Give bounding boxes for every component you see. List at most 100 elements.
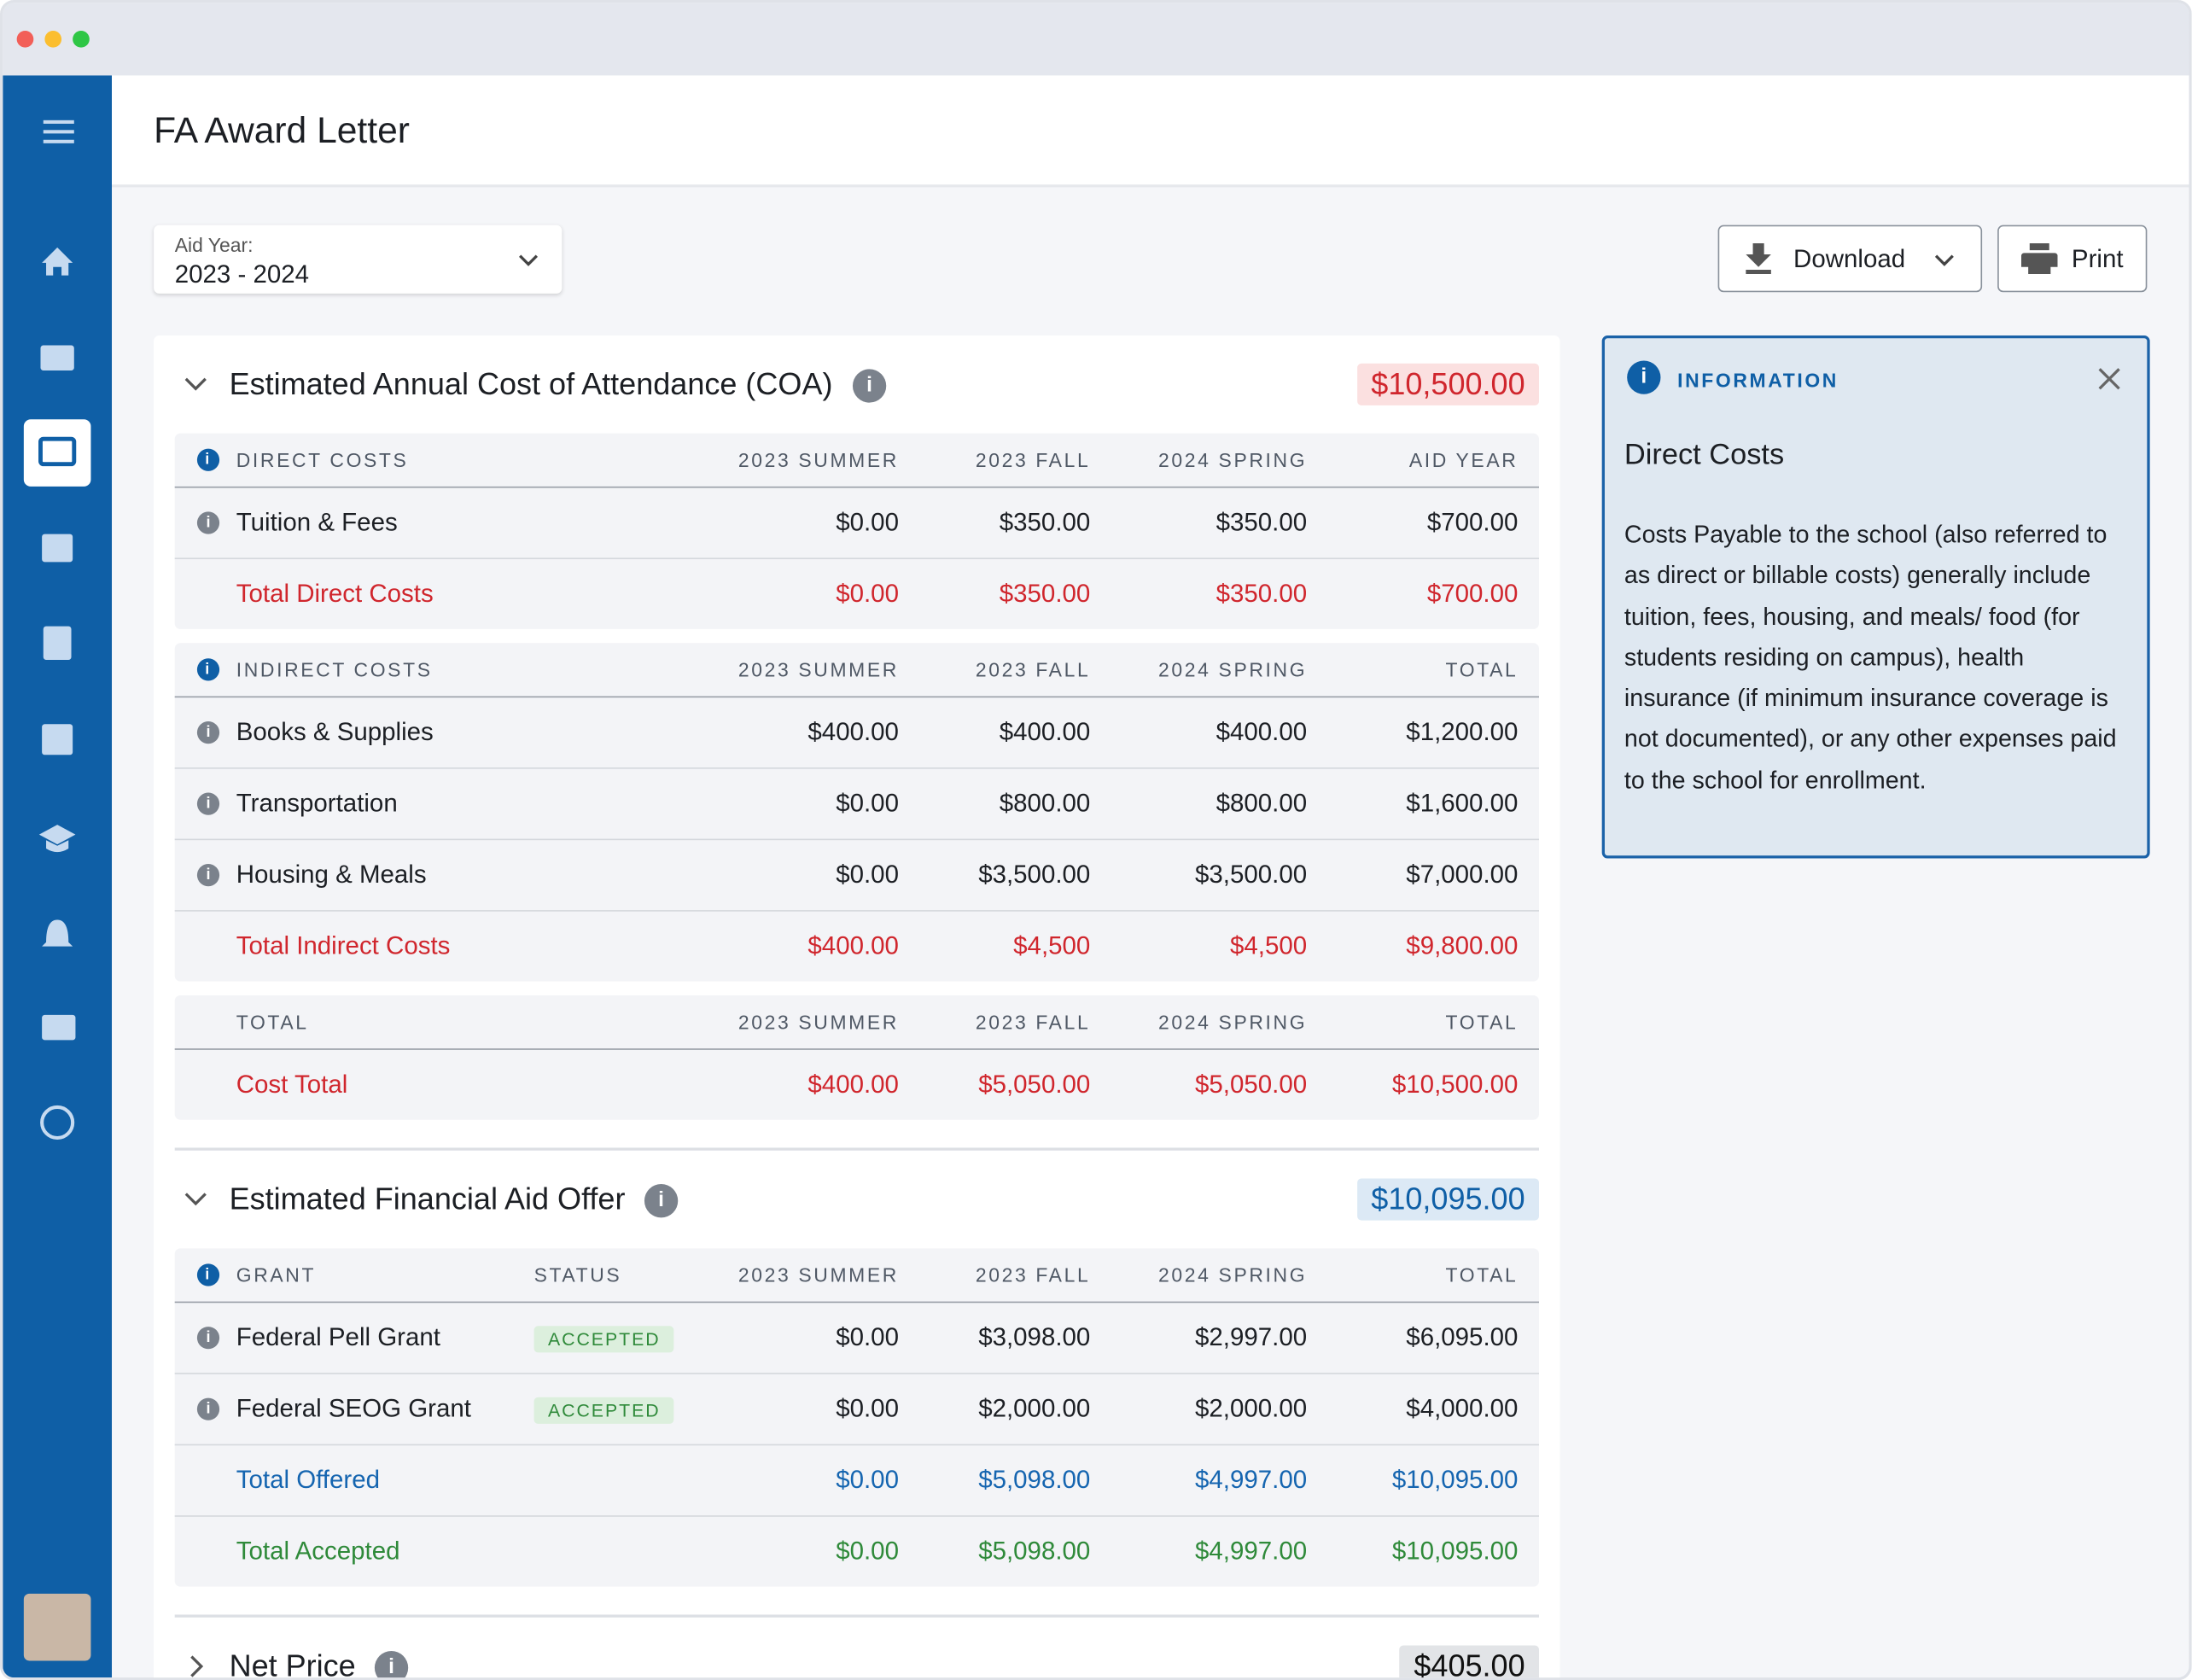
book-icon[interactable] [40, 345, 74, 370]
info-icon[interactable]: i [196, 1397, 220, 1420]
row-label: Federal SEOG Grant [236, 1394, 471, 1423]
toggle-chevron[interactable] [184, 1654, 208, 1678]
row-label: Federal Pell Grant [236, 1322, 440, 1351]
info-icon[interactable]: i [196, 1327, 220, 1350]
table-header: i GRANT STATUS 2023 SUMMER 2023 FALL 2024 SPR… [174, 1248, 1539, 1304]
home-icon[interactable] [42, 247, 73, 276]
row-value: $0.00 [836, 1322, 899, 1351]
total-value: $400.00 [807, 1070, 899, 1099]
calendar-icon[interactable] [42, 534, 73, 563]
total-value: $5,098.00 [978, 1537, 1091, 1566]
menu-icon[interactable] [43, 120, 74, 124]
table-row: i Transportation $0.00 $800.00 $800.00 $1,600… [174, 767, 1539, 839]
info-body: Costs Payable to the school (also referr… [1624, 520, 2117, 794]
status-cell: ACCEPTED [533, 1395, 674, 1424]
info-icon[interactable]: i [196, 792, 220, 815]
info-icon[interactable]: i [196, 511, 220, 534]
row-value: $2,997.00 [1195, 1322, 1308, 1351]
table-header: i DIRECT COSTS 2023 SUMMER 2023 FALL 2024 SP… [174, 434, 1539, 488]
total-value: $5,050.00 [1195, 1070, 1308, 1099]
info-title: Direct Costs [1624, 439, 1785, 471]
column-value: 2024 SPRING [1158, 658, 1308, 681]
total-value: $10,095.00 [1391, 1466, 1519, 1494]
clipboard-icon[interactable] [43, 626, 72, 660]
total-label: Total Indirect Costs [236, 931, 451, 960]
cap-icon[interactable] [38, 825, 76, 853]
total-label: Total Direct Costs [236, 579, 434, 608]
chart-icon[interactable] [42, 724, 73, 755]
maximize-dot[interactable] [73, 31, 90, 48]
print-button[interactable]: Print [1997, 225, 2148, 293]
row-value: $3,500.00 [1195, 860, 1308, 889]
total-value: $5,050.00 [978, 1070, 1091, 1099]
column-label: INDIRECT COSTS [236, 658, 433, 681]
aid-year-select[interactable]: Aid Year: 2023 - 2024 [154, 225, 563, 294]
toggle-chevron[interactable] [184, 372, 208, 397]
section-total: $10,500.00 [1356, 363, 1539, 405]
table-header: i INDIRECT COSTS 2023 SUMMER 2023 FALL 2024 … [174, 643, 1539, 698]
info-icon[interactable]: i [374, 1651, 409, 1678]
total-label: Total Accepted [236, 1537, 400, 1566]
print-icon [2020, 242, 2058, 274]
info-icon[interactable]: i [196, 721, 220, 744]
total-value: $9,800.00 [1406, 931, 1519, 960]
section-title: Net Price [229, 1648, 356, 1680]
row-value: $0.00 [836, 789, 899, 818]
row-value: $350.00 [1216, 508, 1308, 537]
cost-table: i DIRECT COSTS 2023 SUMMER 2023 FALL 2024 SP… [174, 433, 1539, 629]
section-title: Estimated Financial Aid Offer [229, 1181, 626, 1216]
toggle-chevron[interactable] [184, 1187, 208, 1211]
total-value: $5,098.00 [978, 1466, 1091, 1494]
total-row: Total Direct Costs $0.00 $350.00 $350.00 $70… [174, 557, 1539, 629]
section-header: Estimated Annual Cost of Attendance (COA… [175, 335, 1539, 434]
alarm-icon[interactable] [42, 919, 73, 947]
minimize-dot[interactable] [44, 31, 62, 48]
total-value: $4,500 [1013, 931, 1091, 960]
close-dot[interactable] [16, 31, 34, 48]
info-icon[interactable]: i [196, 658, 220, 681]
total-label: Cost Total [236, 1070, 348, 1099]
total-value: $4,500 [1229, 931, 1308, 960]
row-label: Books & Supplies [236, 717, 434, 746]
row-value: $3,098.00 [978, 1322, 1091, 1351]
row-value: $1,200.00 [1406, 717, 1519, 746]
active-nav[interactable] [23, 419, 91, 487]
row-value: $400.00 [1216, 717, 1308, 746]
info-heading: INFORMATION [1677, 369, 1839, 392]
download-button[interactable]: Download [1717, 225, 1983, 293]
column-value: 2023 FALL [975, 448, 1091, 471]
info-icon[interactable]: i [196, 864, 220, 887]
row-value: $0.00 [836, 860, 899, 889]
avatar[interactable] [23, 1593, 91, 1661]
info-icon[interactable]: i [196, 1263, 220, 1286]
row-label: Tuition & Fees [236, 508, 398, 537]
row-value: $2,000.00 [1195, 1394, 1308, 1423]
column-value: TOTAL [1445, 658, 1519, 681]
column-value: 2023 SUMMER [737, 1010, 899, 1034]
total-value: $350.00 [999, 579, 1091, 608]
info-icon[interactable]: i [852, 369, 887, 403]
column-value: TOTAL [1445, 1263, 1519, 1286]
total-value: $0.00 [836, 1466, 899, 1494]
section: Estimated Annual Cost of Attendance (COA… [174, 335, 1539, 1120]
row-value: $7,000.00 [1406, 860, 1519, 889]
total-row: Total Indirect Costs $400.00 $4,500 $4,500 $… [174, 910, 1539, 982]
info-icon[interactable]: i [196, 448, 220, 471]
select-value: 2023 - 2024 [174, 260, 310, 289]
row-value: $4,000.00 [1406, 1394, 1519, 1423]
download-icon [1746, 242, 1771, 274]
row-value: $700.00 [1426, 508, 1519, 537]
table-row: i Federal SEOG Grant ACCEPTED $0.00 $2,000.0… [174, 1373, 1539, 1444]
award-card: Estimated Annual Cost of Attendance (COA… [154, 335, 1560, 1680]
info-icon[interactable]: i [644, 1184, 679, 1218]
column-value: 2024 SPRING [1158, 448, 1308, 471]
close-button[interactable] [2096, 366, 2121, 391]
section-header: Estimated Financial Aid Offer i $10,095.00 [175, 1151, 1539, 1249]
column-label: DIRECT COSTS [236, 448, 409, 471]
column-value: TOTAL [1445, 1010, 1519, 1034]
title-bar [3, 3, 2189, 76]
mail-icon[interactable] [42, 1014, 76, 1041]
globe-icon[interactable] [40, 1105, 75, 1140]
column-value: 2023 FALL [975, 1010, 1091, 1034]
